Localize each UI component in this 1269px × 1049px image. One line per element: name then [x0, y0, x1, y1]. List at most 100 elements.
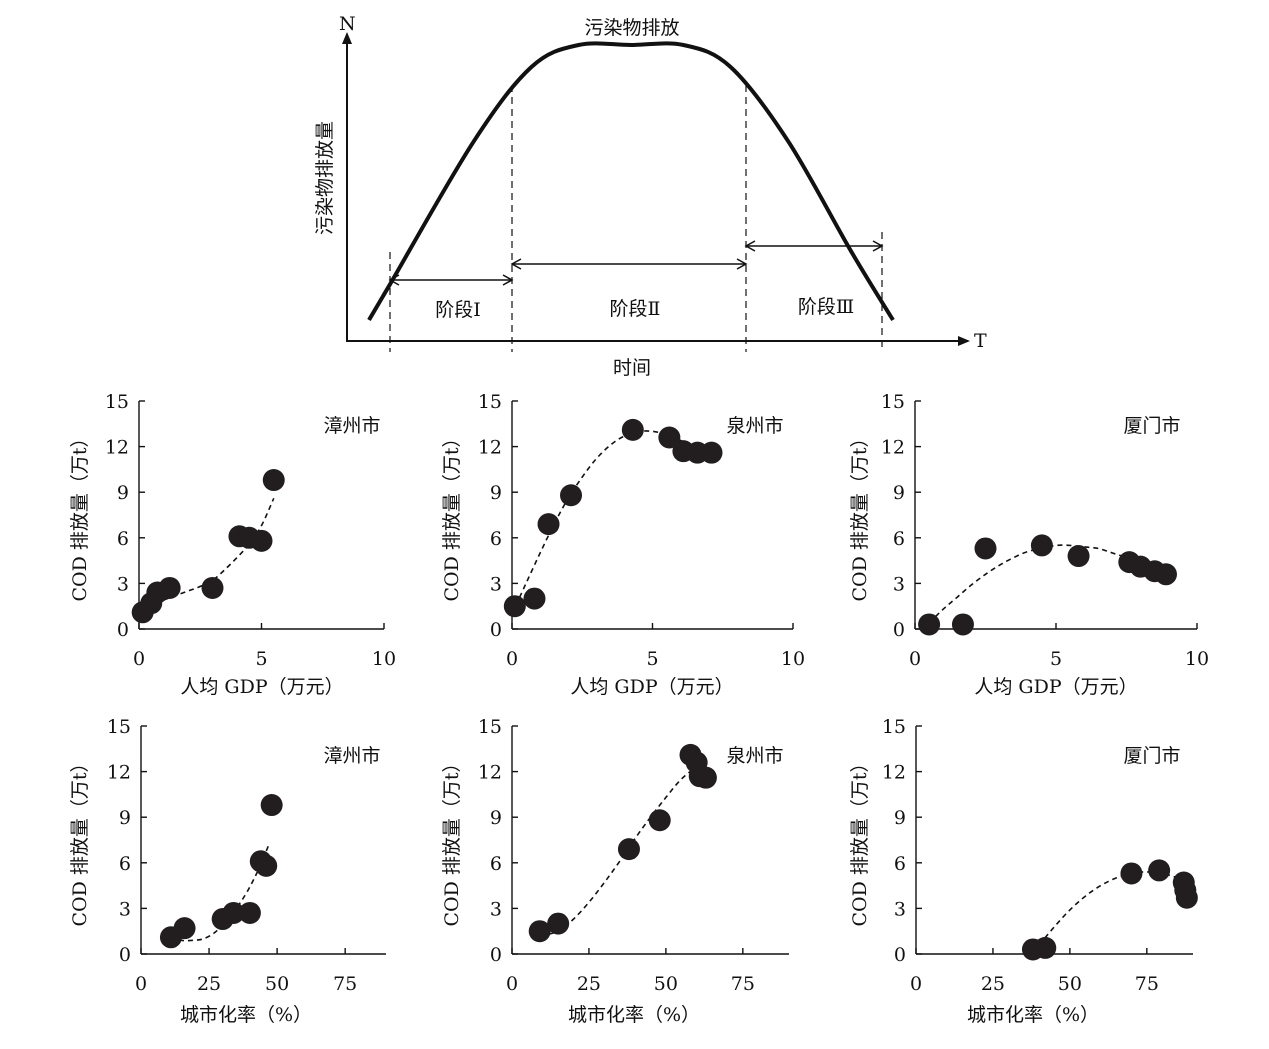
- x-tick-label: 0: [135, 973, 147, 995]
- y-tick-label: 12: [105, 437, 129, 459]
- x-tick-label: 25: [197, 973, 221, 995]
- y-axis-label: COD 排放量（万t）: [849, 753, 871, 926]
- y-tick-label: 15: [478, 716, 502, 738]
- data-point: [547, 912, 570, 935]
- data-point: [1120, 862, 1143, 885]
- data-point: [255, 854, 278, 877]
- y-tick-label: 9: [490, 482, 502, 504]
- data-point: [523, 587, 546, 610]
- y-tick-label: 12: [881, 437, 905, 459]
- data-point: [560, 484, 583, 507]
- data-point: [648, 809, 671, 832]
- fit-curve: [170, 844, 270, 942]
- data-point: [951, 613, 974, 636]
- y-tick-label: 15: [105, 391, 129, 413]
- x-axis-label: 城市化率（%）: [180, 1004, 312, 1026]
- y-tick-label: 0: [893, 619, 905, 641]
- x-axis-letter: T: [974, 330, 987, 352]
- data-point: [1034, 936, 1057, 959]
- data-point: [173, 917, 196, 940]
- y-tick-label: 3: [894, 898, 906, 920]
- x-tick-label: 10: [1185, 648, 1209, 670]
- panel-title: 泉州市: [726, 415, 783, 437]
- y-axis-label: COD 排放量（万t）: [69, 428, 91, 601]
- data-point: [1067, 545, 1090, 568]
- stage-span-2: [510, 258, 748, 270]
- data-point: [528, 920, 551, 943]
- y-axis-label: COD 排放量（万t）: [441, 753, 463, 926]
- y-tick-label: 6: [490, 853, 502, 875]
- x-tick-label: 75: [1135, 973, 1159, 995]
- y-tick-label: 15: [881, 391, 905, 413]
- top-xlabel: 时间: [613, 357, 651, 379]
- fit-curve: [511, 430, 710, 615]
- scatter-panel: 0 3 6 9 12 15 0 5 10 人均 GDP（万元） COD 排放量（万t） 泉州市: [441, 391, 805, 698]
- data-point: [694, 766, 717, 789]
- x-tick-label: 25: [577, 973, 601, 995]
- panel-title: 厦门市: [1123, 415, 1180, 437]
- data-point: [201, 576, 224, 599]
- x-tick-label: 0: [506, 648, 518, 670]
- data-point: [918, 613, 941, 636]
- fit-curve: [1038, 871, 1188, 946]
- y-tick-label: 12: [478, 762, 502, 784]
- emission-stages-diagram: N T 污染物排放 时间 污染物排放量 阶段Ⅰ 阶段Ⅱ 阶段Ⅲ: [314, 13, 987, 379]
- y-tick-label: 9: [894, 807, 906, 829]
- data-point: [260, 794, 283, 817]
- emission-curve: [367, 41, 895, 322]
- x-axis-label: 人均 GDP（万元）: [974, 676, 1137, 698]
- y-tick-label: 3: [490, 573, 502, 595]
- data-point: [1154, 563, 1177, 586]
- panel-title: 厦门市: [1123, 745, 1180, 767]
- data-point: [262, 469, 285, 492]
- x-tick-label: 0: [909, 648, 921, 670]
- data-point: [503, 595, 526, 618]
- panel-title: 漳州市: [323, 415, 380, 437]
- x-tick-label: 5: [646, 648, 658, 670]
- y-tick-label: 9: [117, 482, 129, 504]
- stage-label-1: 阶段Ⅰ: [435, 299, 481, 321]
- x-tick-label: 5: [1050, 648, 1062, 670]
- y-tick-label: 12: [107, 762, 131, 784]
- top-title: 污染物排放: [584, 17, 679, 39]
- x-tick-label: 0: [910, 973, 922, 995]
- scatter-panel: 0 3 6 9 12 15 0 25 50 75 城市化率（%） COD 排放量（万t） 漳州市: [69, 716, 386, 1026]
- y-tick-label: 3: [119, 898, 131, 920]
- stage-label-2: 阶段Ⅱ: [610, 298, 661, 320]
- y-tick-label: 0: [490, 619, 502, 641]
- y-tick-label: 0: [117, 619, 129, 641]
- x-axis-label: 城市化率（%）: [967, 1004, 1099, 1026]
- x-tick-label: 0: [506, 973, 518, 995]
- x-axis-label: 人均 GDP（万元）: [570, 676, 733, 698]
- scatter-panel: 0 3 6 9 12 15 0 25 50 75 城市化率（%） COD 排放量（万t） 泉州市: [441, 716, 789, 1026]
- y-tick-label: 15: [882, 716, 906, 738]
- scatter-panel: 0 3 6 9 12 15 0 25 50 75 城市化率（%） COD 排放量（万t） 厦门市: [849, 716, 1198, 1026]
- y-tick-label: 6: [117, 528, 129, 550]
- x-axis-label: 人均 GDP（万元）: [180, 676, 343, 698]
- data-point: [700, 441, 723, 464]
- y-tick-label: 6: [893, 528, 905, 550]
- data-point: [222, 901, 245, 924]
- data-point: [621, 418, 644, 441]
- y-axis-label: COD 排放量（万t）: [849, 428, 871, 601]
- y-axis-label: COD 排放量（万t）: [441, 428, 463, 601]
- y-tick-label: 15: [107, 716, 131, 738]
- data-point: [1175, 886, 1198, 909]
- data-point: [537, 513, 560, 536]
- panel-title: 漳州市: [323, 745, 380, 767]
- x-tick-label: 75: [731, 973, 755, 995]
- y-axis-letter: N: [339, 13, 356, 35]
- top-ylabel: 污染物排放量: [314, 121, 336, 235]
- x-tick-label: 50: [265, 973, 289, 995]
- y-tick-label: 12: [478, 437, 502, 459]
- data-point: [1030, 534, 1053, 557]
- y-tick-label: 0: [490, 944, 502, 966]
- data-point: [158, 576, 181, 599]
- y-tick-label: 12: [882, 762, 906, 784]
- y-tick-label: 3: [893, 573, 905, 595]
- x-tick-label: 0: [133, 648, 145, 670]
- y-tick-label: 9: [490, 807, 502, 829]
- y-tick-label: 0: [119, 944, 131, 966]
- x-axis-label: 城市化率（%）: [568, 1004, 700, 1026]
